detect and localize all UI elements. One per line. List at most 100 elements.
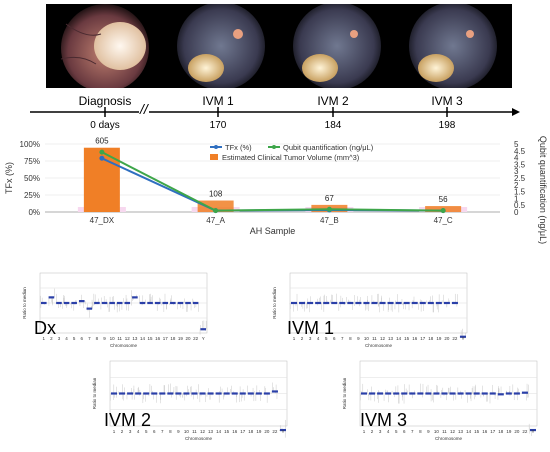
y2-tick-label: 0 bbox=[514, 208, 519, 217]
x-tick-label: 47_A bbox=[206, 216, 225, 225]
chromosome-tick-label: 1 bbox=[43, 336, 46, 341]
chromosome-tick-label: 3 bbox=[379, 429, 382, 434]
timeline-label-diagnosis: Diagnosis bbox=[78, 94, 132, 108]
timeline-day-ivm1: 170 bbox=[209, 120, 227, 131]
chromosome-tick-label: 12 bbox=[450, 429, 456, 434]
legend-label: Estimated Clinical Tumor Volume (mm^3) bbox=[222, 153, 360, 162]
y2-tick-label: 4 bbox=[514, 154, 519, 163]
cnv-x-axis-title: Chromosome bbox=[435, 436, 463, 441]
chromosome-tick-label: 11 bbox=[117, 336, 122, 341]
x-tick-label: 47_B bbox=[320, 216, 339, 225]
y2-tick-label: 0.5 bbox=[514, 201, 526, 210]
chromosome-tick-label: 17 bbox=[490, 429, 496, 434]
chromosome-tick-label: 19 bbox=[436, 336, 442, 341]
chromosome-tick-label: 7 bbox=[88, 336, 91, 341]
cnv-panel-ivm1: 1 2 3 4 5 6 7 8 9 10 11 12 13 14 15 16 17 18 19 20 22 Y Chromo… bbox=[268, 265, 473, 355]
chromosome-tick-label: 15 bbox=[148, 336, 154, 341]
chromosome-tick-label: 4 bbox=[317, 336, 320, 341]
timeline-label-ivm3: IVM 3 bbox=[431, 94, 463, 108]
bar-data-label: 56 bbox=[439, 195, 448, 204]
y2-tick-label: 2 bbox=[514, 181, 519, 190]
chromosome-tick-label: 5 bbox=[325, 336, 328, 341]
cnv-label-dx: Dx bbox=[34, 318, 56, 338]
chromosome-tick-label: 16 bbox=[155, 336, 161, 341]
chromosome-tick-label: 17 bbox=[420, 336, 426, 341]
chromosome-tick-label: 16 bbox=[412, 336, 418, 341]
timeline-day-ivm3: 198 bbox=[438, 120, 456, 131]
x-tick-label: 47_DX bbox=[90, 216, 115, 225]
legend-label: TFx (%) bbox=[225, 143, 252, 152]
cnv-panel-dx: 1 2 3 4 5 6 7 8 9 10 11 12 13 14 15 16 17 18 19 20 22 Y Chromo… bbox=[18, 265, 213, 355]
y-axis-title: TFx (%) bbox=[4, 162, 14, 194]
cnv-x-axis-title: Chromosome bbox=[365, 343, 393, 348]
chromosome-tick-label: Y bbox=[531, 429, 534, 434]
x-tick-label: 47_C bbox=[434, 216, 453, 225]
series-point bbox=[213, 208, 219, 214]
cnv-panel-ivm2: 1 2 3 4 5 6 7 8 9 10 11 12 13 14 15 16 17 18 19 20 22 Y Chromo… bbox=[88, 353, 293, 448]
chromosome-tick-label: 18 bbox=[428, 336, 434, 341]
chromosome-tick-label: 13 bbox=[388, 336, 394, 341]
cnv-y-axis-title: Ratio to median bbox=[272, 287, 277, 319]
x-axis-title: AH Sample bbox=[250, 226, 296, 236]
cnv-x-axis-title: Chromosome bbox=[185, 436, 213, 441]
chromosome-tick-label: 18 bbox=[498, 429, 504, 434]
y-tick-label: 75% bbox=[24, 157, 40, 166]
chromosome-tick-label: 16 bbox=[482, 429, 488, 434]
y-tick-label: 100% bbox=[20, 140, 40, 149]
chromosome-tick-label: 10 bbox=[364, 336, 370, 341]
chromosome-tick-label: Y bbox=[461, 336, 464, 341]
y-tick-label: 50% bbox=[24, 174, 40, 183]
chromosome-tick-label: 17 bbox=[240, 429, 246, 434]
legend-marker bbox=[214, 145, 218, 149]
chromosome-tick-label: 2 bbox=[50, 336, 53, 341]
series-point bbox=[99, 149, 105, 155]
chromosome-tick-label: 5 bbox=[73, 336, 76, 341]
chromosome-tick-label: 20 bbox=[264, 429, 270, 434]
tfx-chart: 0% 25% 50% 75% 100% 00.511.522.533.544.55 605 1… bbox=[4, 136, 548, 244]
series-point bbox=[440, 208, 446, 214]
chromosome-tick-label: 22 bbox=[272, 429, 278, 434]
chromosome-tick-label: 19 bbox=[506, 429, 512, 434]
legend-marker bbox=[272, 145, 276, 149]
chromosome-tick-label: 22 bbox=[522, 429, 528, 434]
chromosome-tick-label: 1 bbox=[113, 429, 116, 434]
chromosome-tick-label: 1 bbox=[363, 429, 366, 434]
chromosome-tick-label: 7 bbox=[341, 336, 344, 341]
timeline-label-ivm2: IVM 2 bbox=[317, 94, 349, 108]
chromosome-tick-label: Y bbox=[281, 429, 284, 434]
chromosome-tick-label: 9 bbox=[103, 336, 106, 341]
series-line bbox=[101, 151, 444, 212]
chromosome-tick-label: 8 bbox=[169, 429, 172, 434]
chromosome-tick-label: 3 bbox=[129, 429, 132, 434]
y2-tick-label: 1 bbox=[514, 194, 519, 203]
chromosome-tick-label: 4 bbox=[65, 336, 68, 341]
chromosome-tick-label: 14 bbox=[396, 336, 402, 341]
fundus-image-ivm3 bbox=[394, 4, 512, 88]
chromosome-tick-label: 1 bbox=[293, 336, 296, 341]
chromosome-tick-label: 15 bbox=[474, 429, 480, 434]
chromosome-tick-label: 14 bbox=[140, 336, 146, 341]
chromosome-tick-label: 9 bbox=[177, 429, 180, 434]
y2-axis-title: Qubit quantification (ng/μL) bbox=[538, 136, 548, 244]
chromosome-tick-label: 4 bbox=[137, 429, 140, 434]
chromosome-tick-label: 2 bbox=[301, 336, 304, 341]
legend-label: Qubit quantification (ng/μL) bbox=[283, 143, 374, 152]
chromosome-tick-label: 17 bbox=[163, 336, 169, 341]
y2-tick-label: 1.5 bbox=[514, 188, 526, 197]
chromosome-tick-label: 8 bbox=[419, 429, 422, 434]
chromosome-tick-label: 22 bbox=[193, 336, 199, 341]
timeline-label-ivm1: IVM 1 bbox=[202, 94, 234, 108]
chromosome-tick-label: 19 bbox=[256, 429, 262, 434]
chromosome-tick-label: 11 bbox=[192, 429, 197, 434]
chromosome-tick-label: 5 bbox=[145, 429, 148, 434]
bar-data-label: 67 bbox=[325, 194, 334, 203]
cnv-label-ivm1: IVM 1 bbox=[287, 318, 335, 338]
y2-tick-label: 3.5 bbox=[514, 160, 526, 169]
chromosome-tick-label: 5 bbox=[395, 429, 398, 434]
chromosome-tick-label: 8 bbox=[96, 336, 99, 341]
chromosome-tick-label: 11 bbox=[442, 429, 447, 434]
y2-tick-label: 3 bbox=[514, 167, 519, 176]
legend-swatch bbox=[210, 154, 218, 160]
cnv-y-axis-title: Ratio to median bbox=[22, 287, 27, 319]
cnv-y-axis-title: Ratio to median bbox=[342, 377, 347, 409]
